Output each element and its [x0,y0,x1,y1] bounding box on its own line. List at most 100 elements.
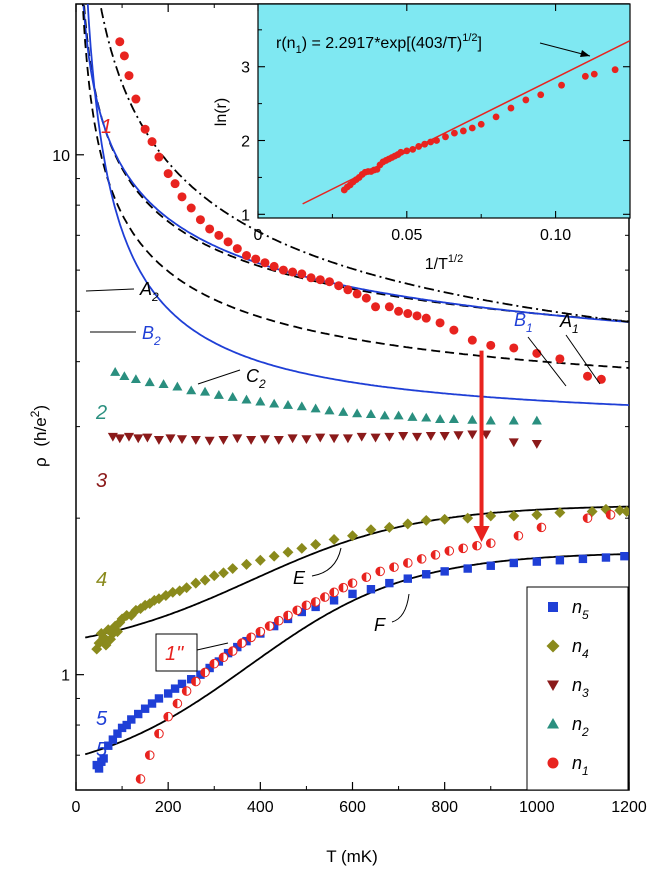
data-point-n1 [177,192,186,201]
data-point-n1 [436,318,445,327]
inset-data-point [409,146,416,153]
data-point-n2 [145,377,155,386]
svg-text:1": 1" [165,643,184,665]
data-point-n2 [338,407,348,416]
data-point-n1pp [274,616,283,625]
data-point-n5 [464,564,472,572]
data-point-n2 [283,400,293,409]
data-point-n3 [288,434,298,443]
data-point-n3 [177,435,187,444]
svg-text:E: E [293,568,306,588]
data-point-n1 [196,215,205,224]
data-point-n4 [296,543,307,554]
inset-plot: 00.050.10123 ln(r) 1/T1/2 r(n1) = 2.2917… [213,4,630,273]
data-point-n1 [403,309,412,318]
data-point-n1 [413,311,422,320]
data-point-n2 [532,416,542,425]
inset-data-point [612,66,619,73]
data-point-n1pp [219,653,228,662]
inset-x-tick-label: 0 [254,227,263,244]
data-point-n5 [602,553,610,561]
inset-data-point [427,139,434,146]
inset-data-point [582,73,589,80]
data-point-n1pp [145,751,154,760]
data-point-n2 [228,392,238,401]
data-point-n4 [402,518,413,529]
data-point-n1pp [201,668,210,677]
data-point-n2 [486,416,496,425]
data-point-n1 [187,204,196,213]
data-point-n1 [555,354,564,363]
series-label-1: 1 [101,116,112,138]
data-point-n2 [407,412,417,421]
data-point-n1 [131,95,140,104]
data-point-n3 [440,432,450,441]
inset-x-tick-label: 0.05 [391,227,422,244]
data-point-n5 [510,559,518,567]
data-point-n1 [171,179,180,188]
data-point-n3 [315,434,325,443]
data-point-n1pp [473,541,482,550]
data-point-n2 [186,385,196,394]
data-point-n4 [283,547,294,558]
inset-data-point [469,125,476,132]
data-point-n5 [404,574,412,582]
data-point-n1 [307,273,316,282]
data-point-n5 [330,596,338,604]
data-point-n1 [362,294,371,303]
data-point-n3 [165,434,175,443]
data-point-n4 [329,534,340,545]
data-point-n4 [347,530,358,541]
data-point-n1pp [293,606,302,615]
data-point-n2 [352,408,362,417]
data-point-n2 [366,409,376,418]
data-point-n4 [218,567,229,578]
inset-x-tick-label: 0.10 [540,227,571,244]
x-tick-label: 0 [72,799,81,816]
data-point-n1 [371,302,380,311]
x-axis-label: T (mK) [326,847,378,866]
inset-y-axis-label: ln(r) [213,98,230,126]
data-point-n1pp [321,593,330,602]
x-tick-label: 400 [247,799,274,816]
data-point-n1 [316,275,325,284]
data-point-n1pp [348,579,357,588]
inset-y-tick-label: 1 [241,207,250,224]
x-tick-label: 1000 [519,799,555,816]
inset-data-point [433,137,440,144]
series-label-5-upper: 5 [96,708,108,730]
curve-label-F: F [374,594,409,635]
svg-text:C2: C2 [246,366,266,391]
y-tick-label: 1 [61,668,70,685]
data-point-n4 [384,522,395,533]
data-point-n1pp [136,775,145,784]
data-point-n4 [241,559,252,570]
data-point-n1 [486,341,495,350]
data-point-n1pp [403,559,412,568]
data-point-n1 [242,251,251,260]
legend-marker [548,758,559,769]
data-point-n1 [251,255,260,264]
data-point-n3 [274,436,284,445]
data-point-n2 [311,404,321,413]
data-point-n3 [357,433,367,442]
data-point-n1pp [486,539,495,548]
data-point-n1pp [192,677,201,686]
data-point-n1pp [164,712,173,721]
data-point-n1pp [390,563,399,572]
curve-label-E: E [293,548,341,588]
svg-text:F: F [374,615,386,635]
data-point-n2 [449,414,459,423]
data-point-n1 [115,37,124,46]
data-point-n1 [120,51,129,60]
data-point-n5 [579,555,587,563]
data-point-n2 [131,374,141,383]
series-label-2: 2 [95,402,107,424]
data-point-n1 [205,224,214,233]
curve-label-B1: B1 [514,310,566,386]
svg-text:B2: B2 [142,323,161,348]
data-point-n2 [421,413,431,422]
data-point-n3 [371,434,381,443]
legend: n5n4n3n2n1 [527,587,628,790]
data-point-n3 [232,434,242,443]
